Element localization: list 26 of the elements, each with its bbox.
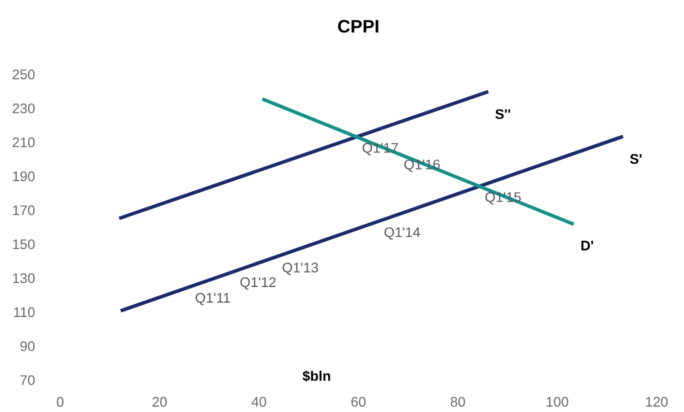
x-tick-label: 20 xyxy=(152,396,167,407)
y-tick-label: 190 xyxy=(13,171,35,182)
annotation: Q1'14 xyxy=(384,227,420,240)
y-tick-label: 170 xyxy=(13,205,35,216)
annotation: Q1'11 xyxy=(196,292,230,306)
series-label: S' xyxy=(630,154,642,164)
x-tick-label: 120 xyxy=(646,396,668,407)
x-tick-label: 80 xyxy=(450,396,466,407)
x-tick-label: 40 xyxy=(252,396,266,407)
x-tick-label: 60 xyxy=(351,396,366,407)
series-label: D' xyxy=(581,240,594,250)
y-tick-label: 90 xyxy=(20,341,35,352)
y-tick-label: 210 xyxy=(12,137,35,148)
y-tick-label: 150 xyxy=(13,239,35,250)
x-tick-label: 0 xyxy=(56,396,64,407)
y-tick-label: 110 xyxy=(14,307,35,318)
series-label: S'' xyxy=(495,109,510,120)
y-tick-label: 70 xyxy=(20,375,35,386)
x-tick-label: 100 xyxy=(546,396,568,407)
annotation: Q1'12 xyxy=(240,277,276,290)
y-tick-label: 130 xyxy=(13,273,35,284)
annotation: Q1'13 xyxy=(282,262,318,275)
x-axis-title: $bln xyxy=(302,370,330,382)
chart-title: CPPI xyxy=(338,20,378,33)
y-tick-label: 250 xyxy=(12,69,35,80)
y-tick-label: 230 xyxy=(12,103,35,114)
